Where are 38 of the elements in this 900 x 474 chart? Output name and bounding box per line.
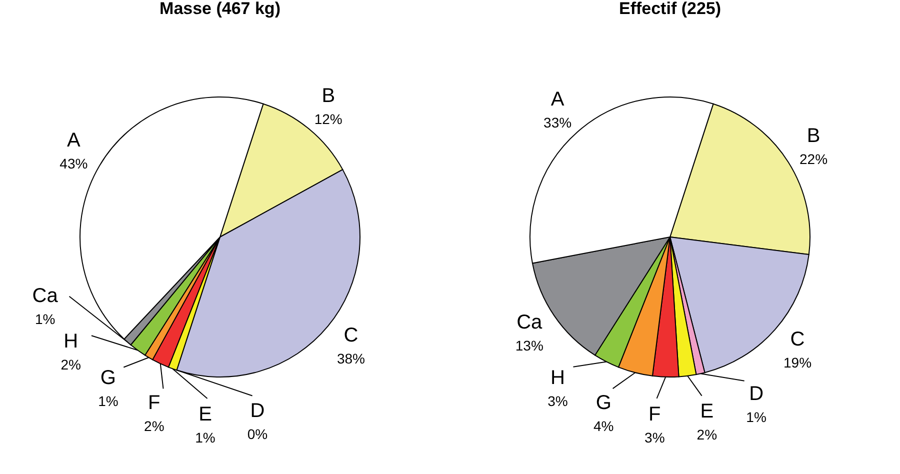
category-label: D — [250, 400, 265, 422]
data-label: 43% — [60, 155, 88, 172]
slice-label: Ca — [516, 312, 544, 334]
data-label: 1% — [746, 409, 766, 426]
data-label: 22% — [800, 150, 828, 167]
slice-label: G — [596, 392, 612, 414]
slice-label: A — [550, 88, 565, 110]
legend-label: E — [198, 403, 212, 426]
slice-label: E — [700, 400, 714, 422]
slice-label: A — [67, 129, 81, 152]
slice-label: H — [550, 366, 565, 389]
slice-label: Ca — [32, 284, 59, 307]
data-label: 3% — [644, 429, 665, 446]
data-label: 13% — [515, 338, 544, 354]
slice-label: D — [749, 383, 764, 406]
data-label: 2% — [60, 356, 81, 372]
data-label: 2% — [144, 418, 164, 434]
slice-label: F — [648, 403, 661, 426]
data-label: 19% — [784, 354, 812, 370]
data-label: 33% — [544, 114, 572, 130]
data-label: 1% — [98, 393, 118, 410]
slice-label: G — [100, 367, 116, 390]
data-label: 1% — [195, 429, 216, 446]
slice-label: B — [322, 85, 336, 108]
data-label: 38% — [336, 350, 366, 366]
data-label: 2% — [696, 426, 718, 442]
chart-title: Masse (467 kg) — [160, 0, 280, 18]
data-label: 12% — [314, 111, 342, 128]
slice-label: B — [806, 124, 820, 147]
chart-title: Effectif (225) — [618, 0, 722, 18]
data-label: 3% — [548, 392, 568, 409]
slice-label: F — [148, 392, 160, 414]
data-label: 1% — [34, 310, 56, 327]
slice-label: C — [344, 324, 358, 346]
slice-label: H — [64, 330, 78, 352]
data-label: 4% — [593, 418, 614, 434]
slice-label: C — [790, 328, 805, 350]
text: 0% — [247, 426, 268, 442]
